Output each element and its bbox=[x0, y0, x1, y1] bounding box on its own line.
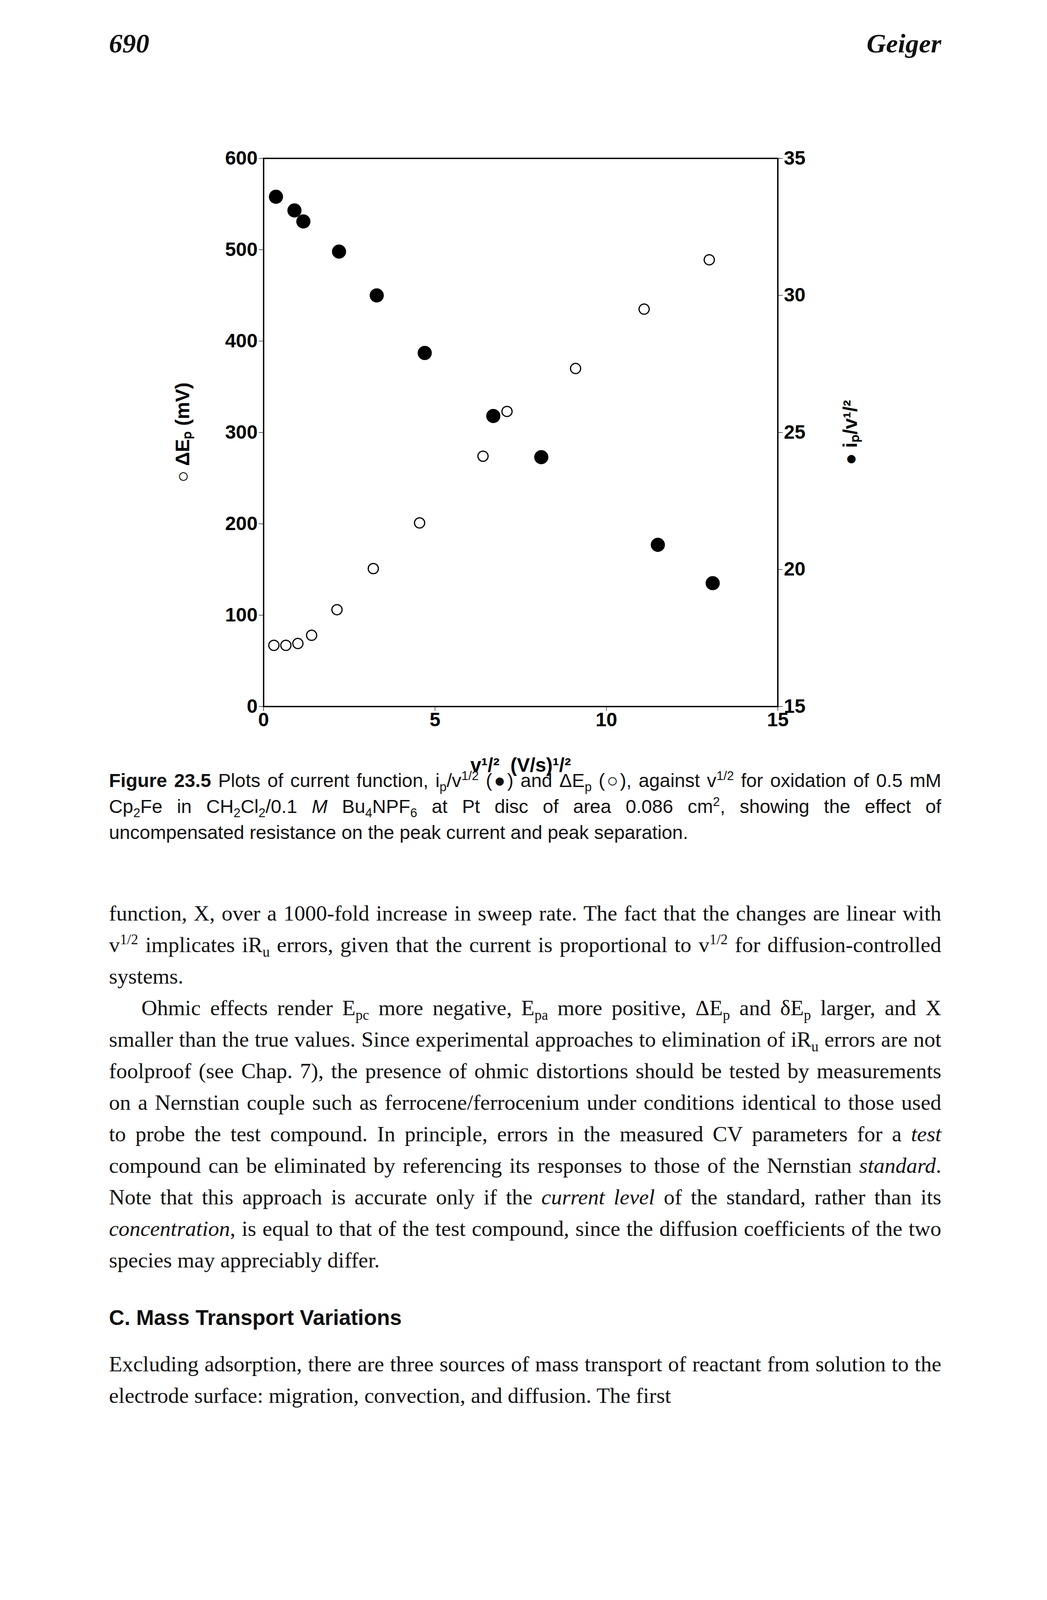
svg-text:35: 35 bbox=[784, 146, 806, 169]
svg-text:20: 20 bbox=[784, 557, 806, 580]
svg-text:400: 400 bbox=[224, 329, 258, 352]
svg-text:5: 5 bbox=[429, 708, 441, 731]
svg-text:500: 500 bbox=[224, 238, 258, 261]
svg-text:200: 200 bbox=[224, 512, 258, 535]
svg-text:0: 0 bbox=[258, 708, 269, 731]
svg-text:300: 300 bbox=[224, 421, 258, 443]
svg-text:30: 30 bbox=[784, 283, 806, 306]
svg-text:10: 10 bbox=[595, 708, 618, 731]
svg-text:○ ΔEₚ (mV): ○ ΔEₚ (mV) bbox=[171, 382, 195, 483]
svg-text:● iₚ/v¹/²: ● iₚ/v¹/² bbox=[839, 399, 862, 465]
svg-text:15: 15 bbox=[784, 695, 806, 717]
svg-text:600: 600 bbox=[224, 146, 258, 169]
svg-text:100: 100 bbox=[224, 603, 258, 626]
svg-text:25: 25 bbox=[784, 421, 806, 443]
svg-text:0: 0 bbox=[246, 695, 258, 717]
